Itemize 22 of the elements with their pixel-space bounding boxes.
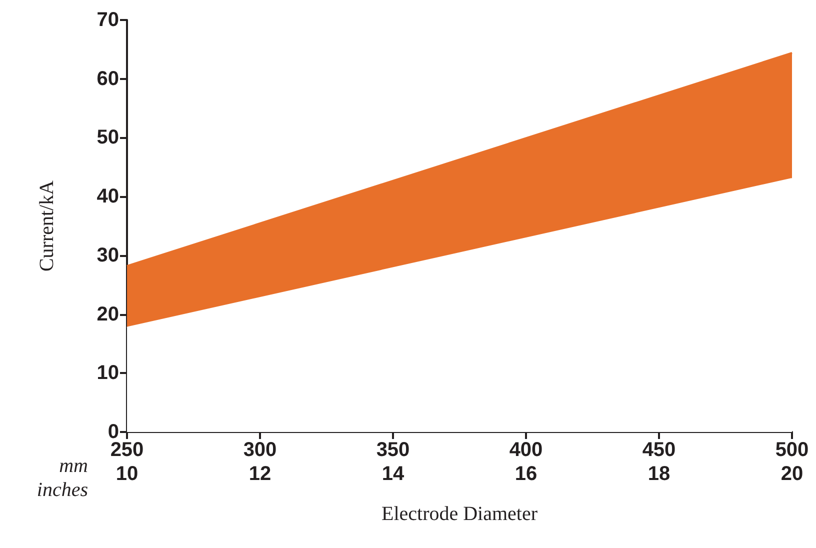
y-tick-label: 60 [96,68,119,90]
x-tick-label: 400 [509,439,543,461]
x2-tick-label: 18 [648,463,670,485]
x-tick-label: 350 [376,439,410,461]
x2-tick-label: 14 [382,463,405,485]
y-tick-label: 40 [96,186,119,208]
y-tick-label: 10 [96,362,119,384]
y-tick-label: 20 [96,303,119,326]
x2-tick-label: 20 [780,463,804,485]
y-tick-label: 70 [96,9,119,31]
x-axis-title: Electrode Diameter [381,503,538,525]
y-tick-label: 50 [96,126,119,149]
text: mm [59,455,88,477]
y-axis-title: Current/kA [36,180,58,272]
x-tick-label: 450 [642,439,676,461]
x2-tick-label: 10 [116,463,138,485]
x2-tick-label: 12 [248,463,272,485]
x-tick-label: 500 [775,439,809,461]
y-tick-label: 30 [96,244,119,266]
x-tick-label: 300 [243,439,277,461]
text: inches [36,479,88,501]
x2-tick-label: 16 [514,463,538,485]
